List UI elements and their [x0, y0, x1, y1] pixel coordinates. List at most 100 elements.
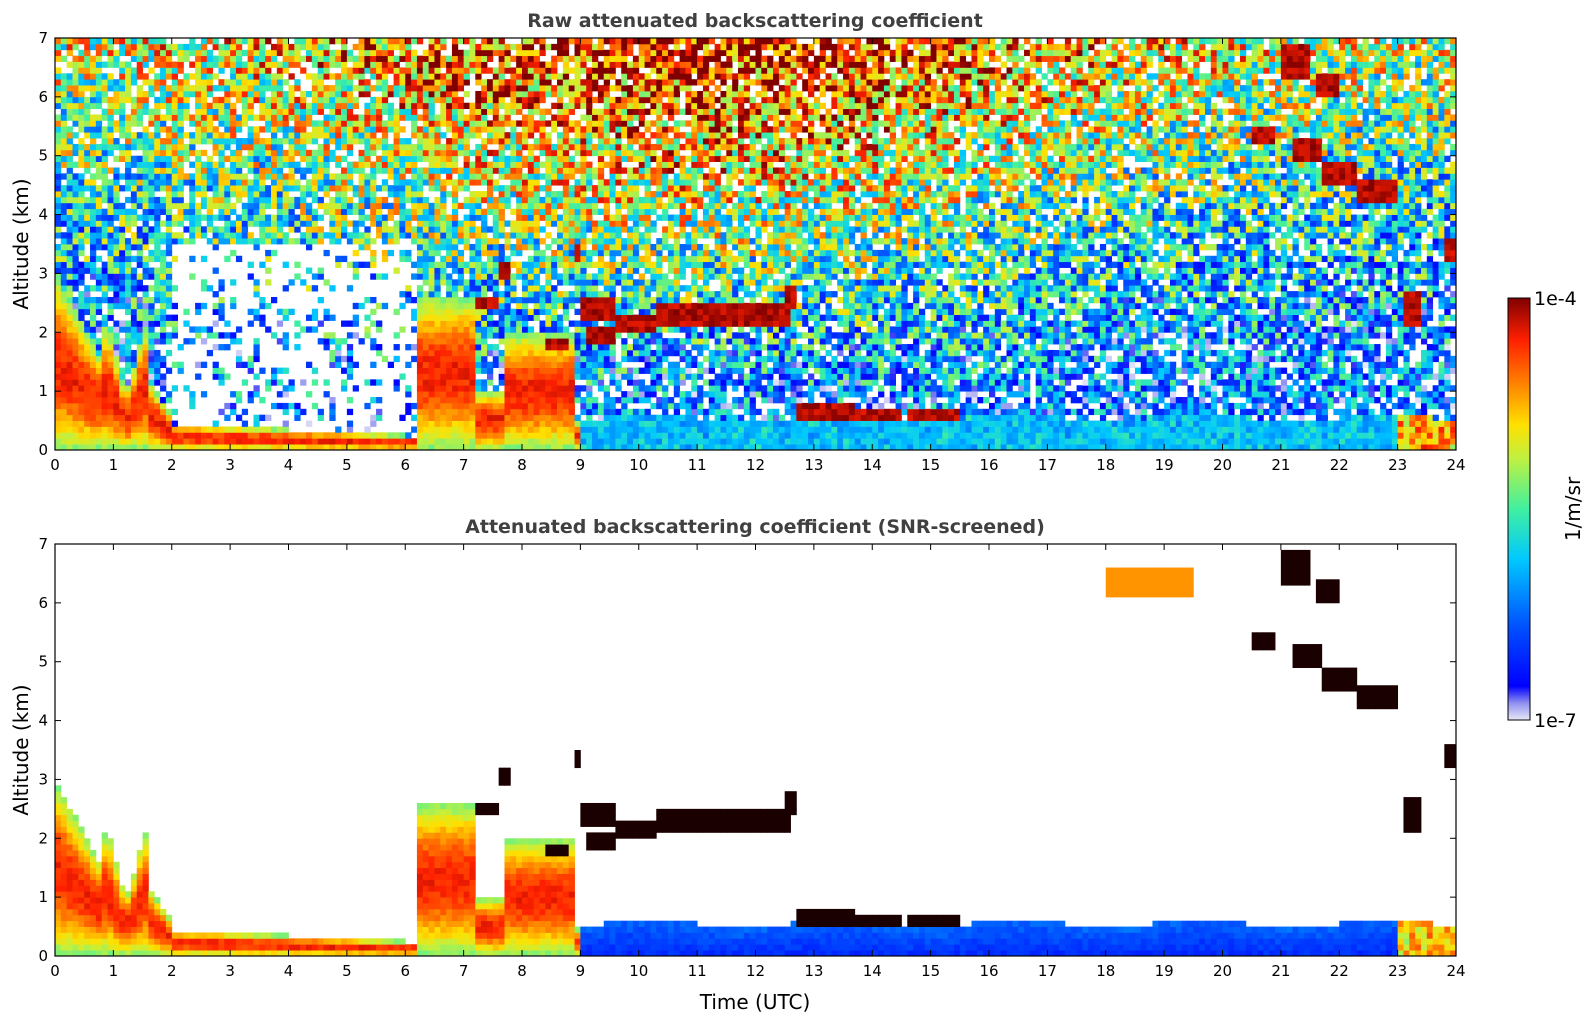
heatmap-cell — [586, 414, 593, 421]
heatmap-cell — [457, 114, 465, 121]
heatmap-cell — [311, 179, 319, 186]
heatmap-cell — [265, 126, 272, 133]
heatmap-cell — [562, 255, 570, 263]
heatmap-cell — [165, 102, 173, 110]
heatmap-cell — [341, 226, 348, 233]
heatmap-cell — [142, 79, 149, 86]
heatmap-cell — [603, 397, 610, 404]
heatmap-cell — [597, 255, 605, 263]
heatmap-cell — [568, 344, 575, 351]
heatmap-cell — [481, 120, 488, 127]
heatmap-cell — [148, 161, 155, 168]
heatmap-cell — [270, 126, 278, 133]
heatmap-cell — [270, 196, 278, 204]
heatmap-cell — [475, 202, 482, 210]
heatmap-cell — [469, 432, 476, 439]
heatmap-cell — [557, 73, 564, 80]
heatmap-cell — [516, 397, 523, 404]
heatmap-cell — [200, 161, 208, 168]
heatmap-cell — [154, 438, 161, 445]
heatmap-cell — [551, 338, 558, 345]
heatmap-cell — [282, 196, 289, 204]
heatmap-cell — [136, 38, 143, 45]
heatmap-cell — [481, 108, 488, 115]
heatmap-cell — [253, 126, 260, 133]
heatmap-cell — [160, 296, 167, 304]
heatmap-cell — [574, 261, 581, 268]
heatmap-cell — [130, 285, 138, 292]
heatmap-cell — [358, 61, 365, 68]
heatmap-cell — [597, 438, 605, 445]
heatmap-cell — [475, 291, 482, 298]
heatmap-cell — [451, 149, 459, 157]
heatmap-cell — [335, 226, 342, 233]
heatmap-cell — [294, 179, 301, 186]
heatmap-cell — [393, 120, 400, 127]
heatmap-cell — [206, 85, 214, 92]
heatmap-cell — [481, 96, 488, 104]
heatmap-cell — [160, 196, 167, 204]
heatmap-cell — [101, 397, 108, 404]
heatmap-cell — [568, 196, 575, 204]
heatmap-cell — [475, 55, 482, 62]
heatmap-cell — [510, 373, 517, 380]
heatmap-cell — [533, 267, 540, 274]
heatmap-cell — [422, 408, 429, 416]
heatmap-cell — [346, 167, 354, 174]
heatmap-cell — [492, 202, 500, 210]
heatmap-cell — [434, 90, 441, 98]
heatmap-cell — [522, 296, 529, 304]
heatmap-cell — [446, 96, 453, 104]
heatmap-cell — [72, 308, 79, 316]
heatmap-cell — [224, 402, 231, 410]
heatmap-cell — [335, 79, 342, 86]
heatmap-cell — [416, 61, 424, 68]
heatmap-cell — [457, 349, 465, 357]
heatmap-cell — [101, 332, 108, 339]
heatmap-cell — [294, 49, 301, 57]
heatmap-cell — [475, 444, 482, 450]
heatmap-cell — [90, 367, 97, 374]
heatmap-cell — [516, 167, 523, 174]
heatmap-cell — [171, 320, 178, 327]
heatmap-cell — [469, 120, 476, 127]
heatmap-cell — [306, 444, 313, 450]
heatmap-cell — [72, 332, 79, 339]
heatmap-cell — [469, 296, 476, 304]
heatmap-cell — [376, 202, 383, 210]
heatmap-cell — [469, 132, 476, 139]
heatmap-cell — [562, 55, 570, 62]
heatmap-cell — [253, 349, 260, 357]
heatmap-cell — [405, 208, 412, 215]
heatmap-cell — [276, 402, 284, 410]
heatmap-cell — [136, 143, 143, 151]
heatmap-cell — [457, 402, 465, 410]
heatmap-cell — [101, 161, 108, 168]
heatmap-cell — [341, 49, 348, 57]
heatmap-cell — [516, 232, 523, 239]
heatmap-cell — [592, 196, 599, 204]
heatmap-cell — [154, 38, 161, 45]
heatmap-cell — [160, 38, 167, 45]
heatmap-cell — [306, 232, 313, 239]
heatmap-cell — [504, 332, 511, 339]
heatmap-cell — [533, 349, 540, 357]
heatmap-cell — [533, 173, 540, 180]
heatmap-cell — [247, 43, 254, 51]
heatmap-cell — [329, 138, 336, 145]
heatmap-cell — [411, 444, 418, 450]
heatmap-cell — [481, 126, 488, 133]
heatmap-cell — [539, 208, 546, 215]
heatmap-cell — [72, 361, 79, 368]
heatmap-cell — [200, 79, 208, 86]
heatmap-cell — [603, 285, 610, 292]
heatmap-cell — [107, 255, 114, 263]
heatmap-cell — [55, 220, 62, 227]
heatmap-cell — [387, 432, 394, 439]
heatmap-cell — [212, 185, 219, 192]
heatmap-cell — [586, 391, 593, 398]
heatmap-cell — [78, 226, 85, 233]
heatmap-cell — [568, 202, 575, 210]
heatmap-cell — [504, 85, 511, 92]
heatmap-cell — [171, 444, 178, 450]
